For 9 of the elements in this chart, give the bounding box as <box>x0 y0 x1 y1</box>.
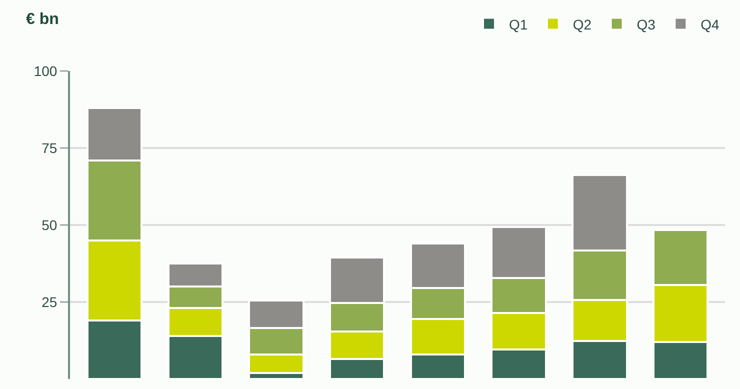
y-tick-label: 25 <box>42 294 58 310</box>
y-tick-label: 75 <box>42 140 58 156</box>
y-tick-label: 50 <box>42 216 58 233</box>
y-axis-title: € bn <box>26 11 59 28</box>
legend-label: Q3 <box>636 16 656 32</box>
y-tick-label: 100 <box>34 62 58 79</box>
legend-label: Q2 <box>572 16 592 32</box>
legend-label: Q4 <box>700 16 720 32</box>
legend-label: Q1 <box>509 16 528 32</box>
